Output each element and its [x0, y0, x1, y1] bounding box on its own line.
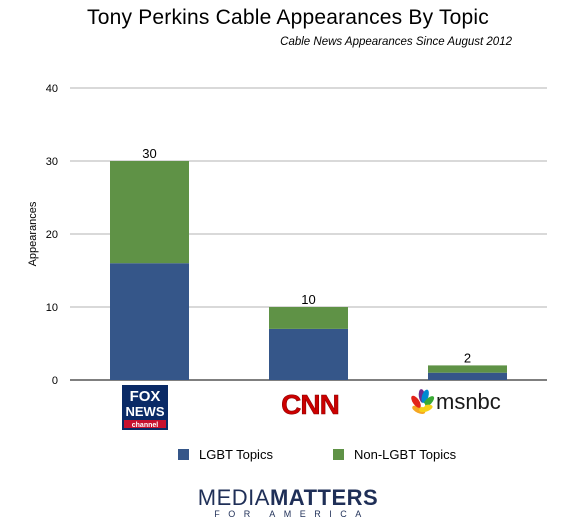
fox-news-logo: FOX NEWS channel	[122, 385, 168, 430]
bar-lgbt	[269, 328, 348, 380]
chart-title: Tony Perkins Cable Appearances By Topic	[87, 6, 489, 29]
bar-total-label: 2	[464, 350, 471, 365]
y-tick-label: 40	[46, 83, 58, 95]
msnbc-logo: msnbc	[411, 389, 501, 414]
bar-lgbt	[428, 372, 507, 380]
y-tick-label: 10	[46, 302, 58, 314]
chart-subtitle: Cable News Appearances Since August 2012	[280, 36, 512, 48]
bar-non-lgbt	[428, 365, 507, 373]
legend-swatch-non-lgbt	[333, 449, 344, 460]
legend-label-lgbt: LGBT Topics	[199, 447, 273, 462]
chart-plot: 0 10 20 30 40 Appearances 30 10 2 FOX NEWS chann…	[27, 83, 547, 430]
legend-swatch-lgbt	[178, 449, 189, 460]
legend-item-lgbt: LGBT Topics	[178, 447, 273, 462]
bar-non-lgbt	[110, 161, 189, 264]
brand-tagline: FOR AMERICA	[214, 509, 370, 519]
cnn-logo: CNN	[281, 389, 339, 420]
legend-label-non-lgbt: Non-LGBT Topics	[354, 447, 457, 462]
legend-item-non-lgbt: Non-LGBT Topics	[333, 447, 456, 462]
fox-logo-line2: NEWS	[126, 404, 165, 419]
bar-non-lgbt	[269, 307, 348, 329]
y-tick-label: 20	[46, 229, 58, 241]
bar-total-label: 30	[142, 146, 156, 161]
fox-logo-line1: FOX	[130, 388, 161, 405]
bar-total-label: 10	[301, 292, 315, 307]
y-tick-label: 0	[52, 375, 58, 387]
brand-part2: MATTERS	[269, 485, 379, 510]
msnbc-logo-text: msnbc	[436, 389, 501, 414]
y-axis-label: Appearances	[27, 201, 39, 266]
media-matters-logo: MEDIAMATTERS FOR AMERICA	[0, 485, 576, 520]
bar-lgbt	[110, 263, 189, 380]
peacock-icon	[411, 389, 435, 414]
fox-logo-line3: channel	[132, 422, 159, 429]
fox-logo-band	[124, 420, 166, 428]
brand-part1: MEDIA	[197, 485, 270, 510]
y-tick-label: 30	[46, 156, 58, 168]
